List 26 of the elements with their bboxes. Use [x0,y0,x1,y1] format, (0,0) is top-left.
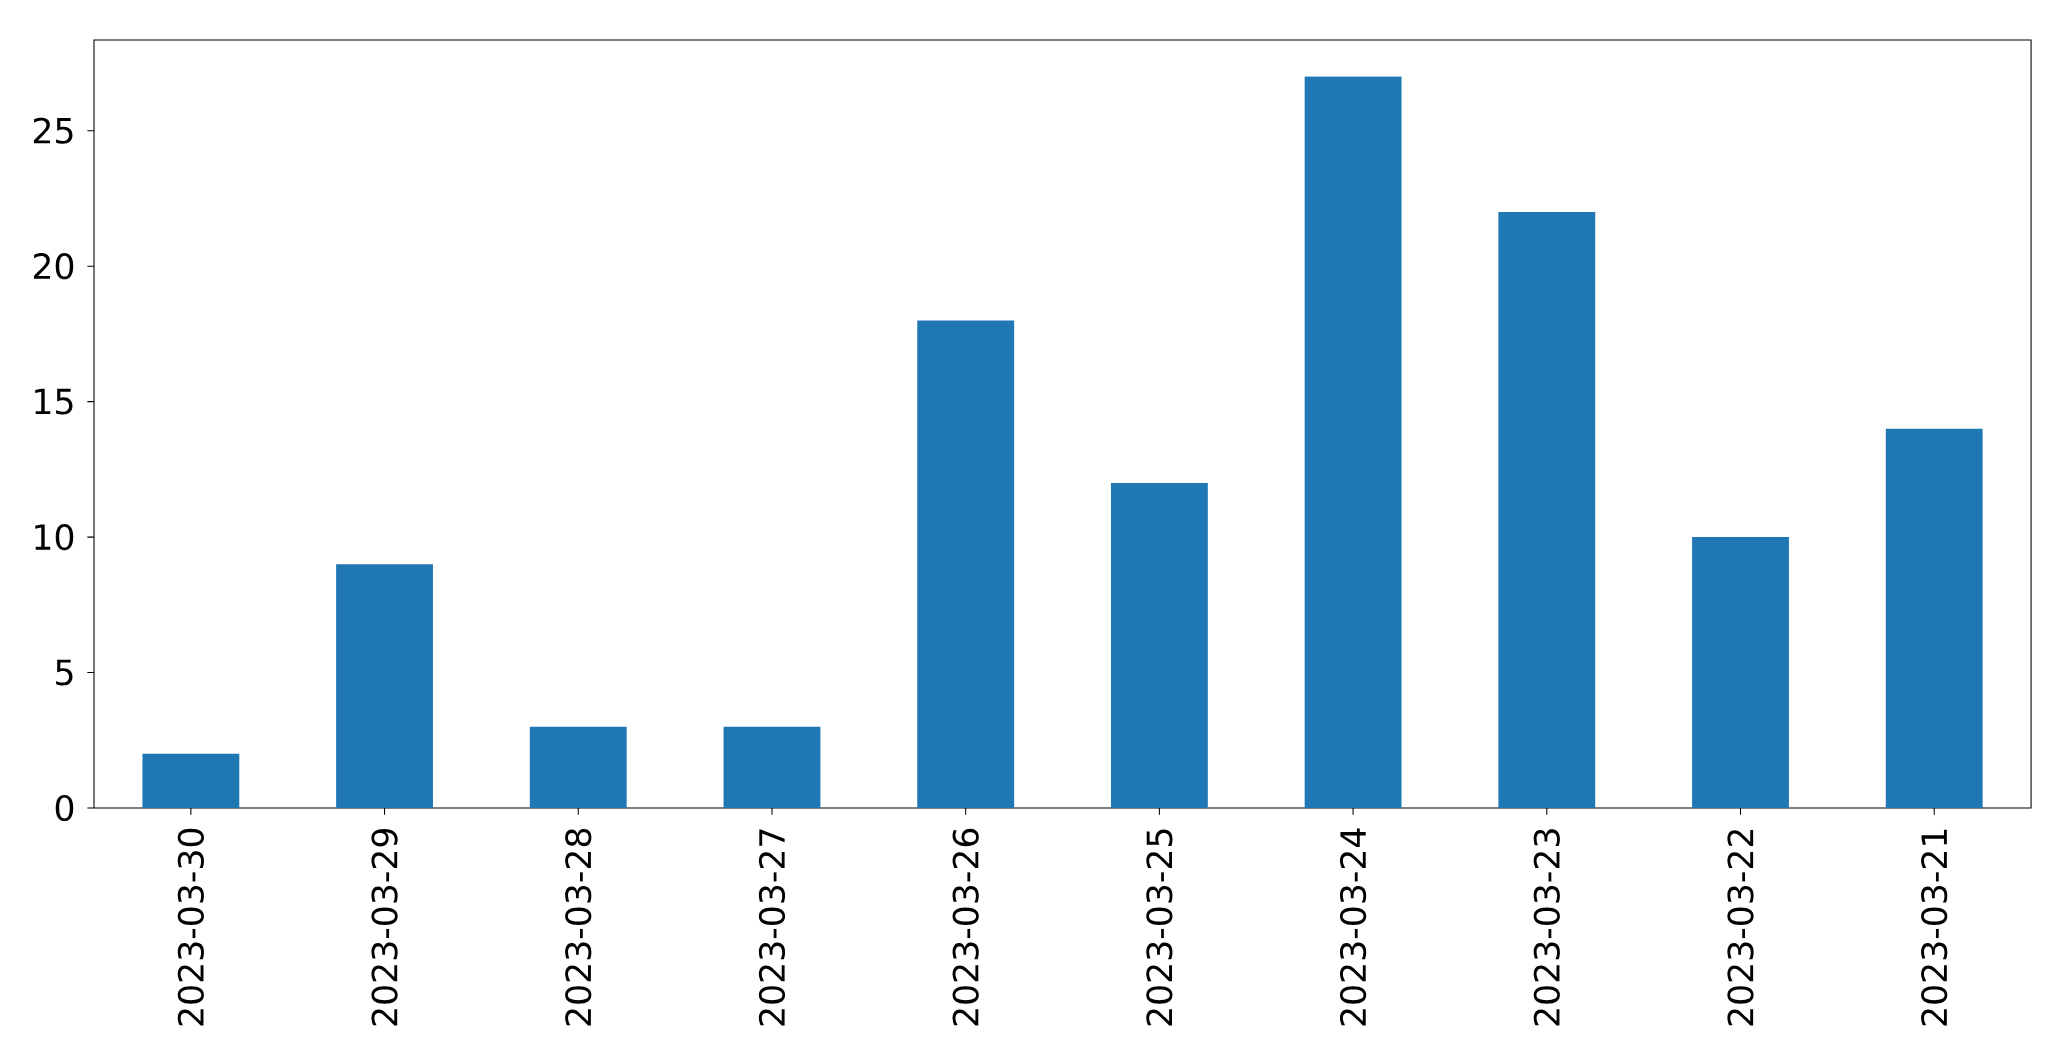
bar [1498,212,1596,808]
x-tick-label: 2023-03-27 [758,829,786,1026]
y-tick-label: 5 [56,659,73,686]
y-tick-label: 25 [33,117,73,144]
bar [142,753,240,808]
x-tick-label: 2023-03-21 [1921,829,1948,1026]
bar [917,320,1015,808]
x-tick-label: 2023-03-30 [177,828,204,1026]
x-tick-label: 2023-03-29 [371,828,398,1026]
x-tick-label: 2023-03-22 [1727,830,1754,1026]
bar [723,726,821,808]
bar [336,564,433,808]
x-tick-label: 2023-03-28 [565,828,592,1026]
y-tick-label: 20 [33,253,74,280]
y-tick-label: 0 [55,794,74,822]
y-tick-label: 10 [35,523,74,551]
bar [1885,428,1983,808]
x-tick-label: 2023-03-23 [1533,829,1560,1026]
bar [1692,537,1789,808]
bar [1304,76,1402,808]
bar [1110,482,1208,808]
bar [529,726,627,808]
x-tick-label: 2023-03-24 [1339,828,1367,1026]
x-tick-label: 2023-03-26 [952,828,979,1026]
y-tick-label: 15 [35,388,73,415]
x-tick-label: 2023-03-25 [1146,829,1173,1026]
